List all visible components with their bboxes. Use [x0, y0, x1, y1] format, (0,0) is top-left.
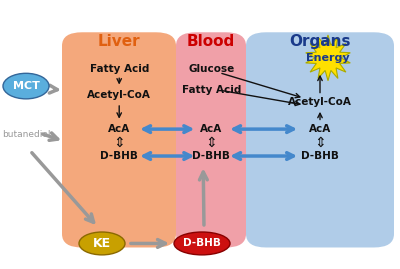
Text: Acetyl-CoA: Acetyl-CoA	[288, 97, 352, 107]
Text: Energy: Energy	[306, 53, 350, 63]
Text: Fatty Acid: Fatty Acid	[90, 63, 149, 74]
Ellipse shape	[174, 232, 230, 255]
Text: D-BHB: D-BHB	[192, 151, 230, 161]
Text: Glucose: Glucose	[188, 63, 234, 74]
FancyBboxPatch shape	[246, 32, 394, 247]
Text: D-BHB: D-BHB	[301, 151, 339, 161]
Text: D-BHB: D-BHB	[100, 151, 138, 161]
Text: KE: KE	[93, 237, 111, 250]
Ellipse shape	[79, 232, 125, 255]
FancyBboxPatch shape	[62, 32, 176, 247]
Text: AcA: AcA	[200, 124, 222, 134]
Text: ⇕: ⇕	[113, 136, 125, 150]
Text: AcA: AcA	[108, 124, 130, 134]
Text: Liver: Liver	[98, 34, 140, 49]
Text: Organs: Organs	[289, 34, 351, 49]
Text: D-BHB: D-BHB	[183, 238, 221, 249]
Text: Acetyl-CoA: Acetyl-CoA	[87, 90, 151, 101]
Ellipse shape	[3, 73, 49, 99]
Text: ⇕: ⇕	[205, 136, 217, 150]
Text: ⇕: ⇕	[314, 136, 326, 150]
Text: Fatty Acid: Fatty Acid	[182, 85, 241, 95]
Text: butanediol: butanediol	[2, 130, 50, 139]
Text: MCT: MCT	[12, 81, 40, 91]
Polygon shape	[306, 35, 350, 81]
Text: Blood: Blood	[187, 34, 235, 49]
Text: AcA: AcA	[309, 124, 331, 134]
FancyBboxPatch shape	[176, 32, 246, 247]
